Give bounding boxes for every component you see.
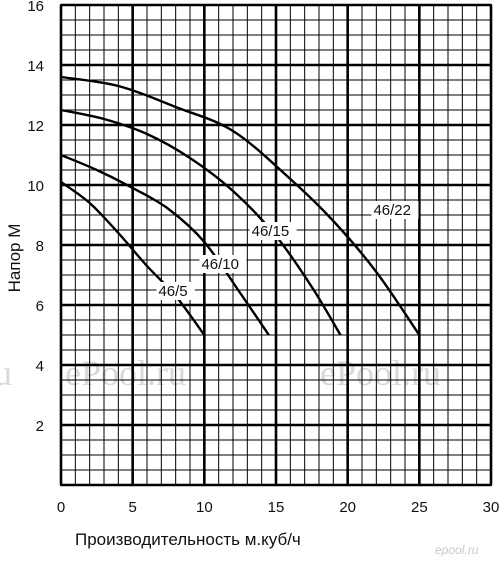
y-tick-label: 4	[36, 358, 44, 375]
x-tick-label: 0	[57, 499, 65, 516]
x-tick-label: 5	[128, 499, 136, 516]
y-tick-label: 6	[36, 298, 44, 315]
watermark-layer: ru ePool.ru ePool.ru	[0, 353, 441, 393]
watermark-left: ru	[0, 353, 12, 393]
series-line-46-22	[60, 75, 421, 336]
series-label-bg	[156, 282, 195, 300]
y-tick-label: 16	[27, 0, 44, 15]
series-label: 46/10	[201, 256, 239, 273]
series-line-46-15	[60, 108, 342, 336]
series-labels: 46/5 46/10 46/15 46/22	[156, 201, 419, 300]
y-tick-label: 10	[27, 178, 44, 195]
grid	[59, 3, 493, 487]
x-tick-label: 10	[196, 499, 213, 516]
plot-border	[60, 4, 492, 486]
watermark-right: ePool.ru	[320, 353, 441, 393]
y-tick-label: 8	[36, 238, 44, 255]
series-label-bg	[371, 201, 419, 219]
x-tick-label: 15	[268, 499, 285, 516]
y-tick-label: 14	[27, 58, 44, 75]
y-tick-label: 2	[36, 418, 44, 435]
plot-frame	[60, 4, 492, 486]
series-lines	[60, 75, 421, 336]
series-label: 46/22	[373, 202, 411, 219]
series-label: 46/5	[158, 283, 187, 300]
x-tick-label: 25	[411, 499, 428, 516]
y-tick-label: 12	[27, 118, 44, 135]
series-label-bg	[199, 255, 247, 273]
series-label-bg	[249, 222, 297, 240]
x-tick-label: 30	[483, 499, 500, 516]
brand-mark: epool.ru	[435, 543, 479, 557]
x-ticks: 0 5 10 15 20 25 30	[57, 499, 500, 516]
series-label: 46/15	[252, 223, 290, 240]
series-line-46-10	[60, 153, 270, 336]
x-axis-label: Производительность м.куб/ч	[75, 530, 301, 549]
x-tick-label: 20	[339, 499, 356, 516]
y-axis-label: Напор М	[5, 224, 24, 293]
y-ticks: 2 4 6 8 10 12 14 16	[27, 0, 44, 435]
watermark-middle: ePool.ru	[65, 353, 186, 393]
